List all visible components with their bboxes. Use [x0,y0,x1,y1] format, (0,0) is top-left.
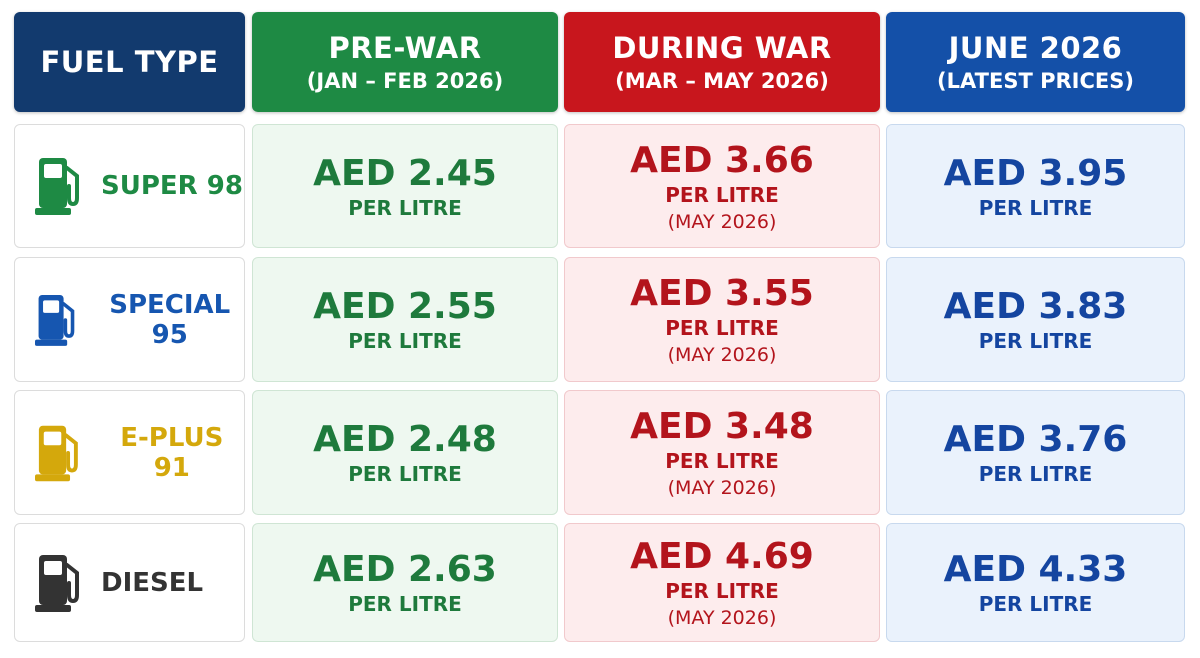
price-unit: PER LITRE [978,592,1093,616]
header-subtitle: (MAR – MAY 2026) [615,69,829,93]
fuel-cell: SPECIAL 95 [14,257,245,382]
price-cell: AED 3.76 PER LITRE [886,390,1185,515]
price: AED 3.95 [943,152,1128,194]
price: AED 2.55 [313,286,497,327]
price: AED 3.66 [630,139,814,181]
price-cell: AED 3.83 PER LITRE [886,257,1185,382]
price-note: (MAY 2026) [667,477,777,499]
price: AED 2.48 [313,419,497,460]
price-cell: AED 4.33 PER LITRE [886,523,1185,642]
price-note: (MAY 2026) [667,344,777,366]
fuel-name: SPECIAL 95 [109,289,231,350]
fuel-cell: E-PLUS 91 [14,390,245,515]
header-cell: PRE-WAR (JAN – FEB 2026) [252,12,558,112]
price: AED 4.33 [943,549,1128,590]
price: AED 3.76 [943,419,1128,460]
price: AED 2.63 [313,549,497,590]
price-cell: AED 2.45 PER LITRE [252,124,558,248]
price-unit: PER LITRE [665,449,779,473]
price-unit: PER LITRE [665,316,779,340]
fuel-cell: SUPER 98 [14,124,245,248]
price: AED 3.83 [943,286,1128,327]
price: AED 4.69 [630,536,814,577]
price: AED 3.55 [630,273,814,314]
price-unit: PER LITRE [348,329,462,353]
price: AED 2.45 [313,152,497,194]
fuel-cell: DIESEL [14,523,245,642]
price-unit: PER LITRE [665,182,779,207]
price-unit: PER LITRE [348,462,462,486]
price-cell: AED 3.48 PER LITRE (MAY 2026) [564,390,880,515]
fuel-name: E-PLUS 91 [120,422,224,483]
fuel-name: SUPER 98 [101,171,243,201]
price-unit: PER LITRE [348,592,462,616]
pump-icon [35,294,75,346]
price-unit: PER LITRE [978,462,1093,486]
header-subtitle: (JAN – FEB 2026) [306,69,504,93]
header-cell: DURING WAR (MAR – MAY 2026) [564,12,880,112]
price-unit: PER LITRE [348,195,462,220]
price-cell: AED 4.69 PER LITRE (MAY 2026) [564,523,880,642]
header-title: PRE-WAR [328,31,482,65]
header-title: JUNE 2026 [948,31,1123,65]
price-unit: PER LITRE [978,195,1093,220]
price-cell: AED 2.48 PER LITRE [252,390,558,515]
price-cell: AED 2.63 PER LITRE [252,523,558,642]
price-note: (MAY 2026) [667,210,777,233]
pump-icon [35,158,79,215]
price-cell: AED 3.66 PER LITRE (MAY 2026) [564,124,880,248]
header-title: DURING WAR [612,31,832,65]
price-unit: PER LITRE [665,579,779,603]
header-title: FUEL TYPE [40,45,219,79]
price-unit: PER LITRE [978,329,1093,353]
price: AED 3.48 [630,406,814,447]
price-note: (MAY 2026) [667,607,777,629]
header-subtitle: (LATEST PRICES) [937,69,1134,93]
fuel-name: DIESEL [101,567,204,598]
header-cell: FUEL TYPE [14,12,245,112]
pump-icon [35,425,78,481]
price-cell: AED 2.55 PER LITRE [252,257,558,382]
price-cell: AED 3.55 PER LITRE (MAY 2026) [564,257,880,382]
price-cell: AED 3.95 PER LITRE [886,124,1185,248]
pump-icon [35,554,79,612]
header-cell: JUNE 2026 (LATEST PRICES) [886,12,1185,112]
